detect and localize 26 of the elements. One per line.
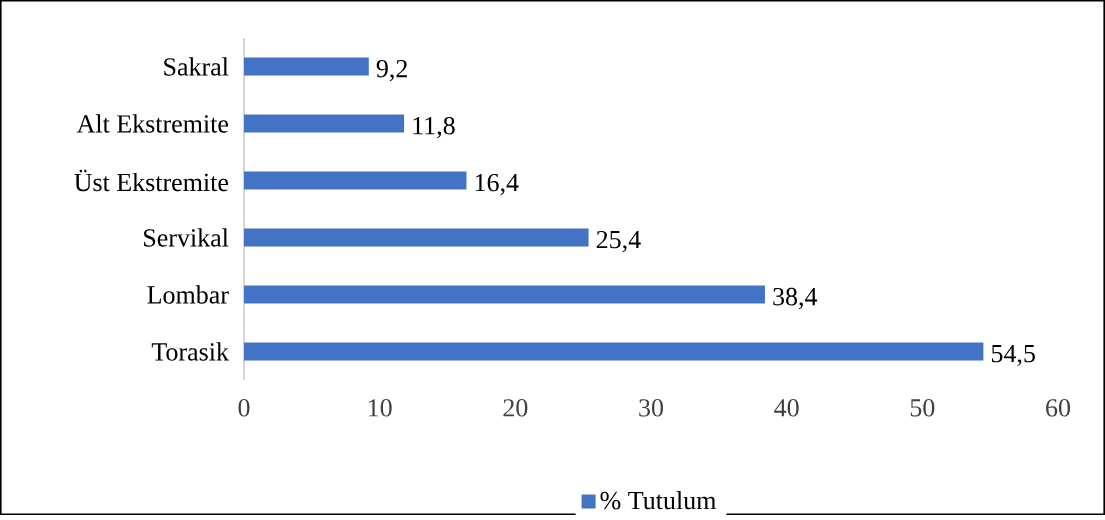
bar [244,114,405,133]
bar [244,285,765,304]
data-label: 54,5 [991,344,1035,367]
data-label: 11,8 [413,116,455,139]
x-tick-label: 40 [774,399,799,417]
x-tick-label: 60 [1046,399,1071,417]
y-tick-label: Üst Ekstremite [74,169,229,192]
y-tick-label: Alt Ekstremite [76,114,229,133]
x-tick-label: 20 [503,399,528,417]
data-label: 25,4 [596,230,641,253]
bar [244,342,984,361]
bar [244,57,369,76]
data-label: 16,4 [475,173,519,196]
y-tick-label: Torasik [151,342,229,361]
legend-label: % Tutulum [600,490,717,510]
x-tick-label: 10 [368,399,392,417]
bar [244,228,589,247]
x-tick-label: 30 [639,399,664,417]
data-label: 9,2 [376,59,407,82]
y-tick-label: Sakral [164,57,229,76]
x-tick-label: 50 [910,399,935,417]
data-label: 38,4 [773,287,818,310]
bar [244,171,467,190]
y-tick-label: Servikal [144,228,229,247]
x-tick-label: 0 [238,399,250,417]
y-tick-label: Lombar [147,285,229,304]
